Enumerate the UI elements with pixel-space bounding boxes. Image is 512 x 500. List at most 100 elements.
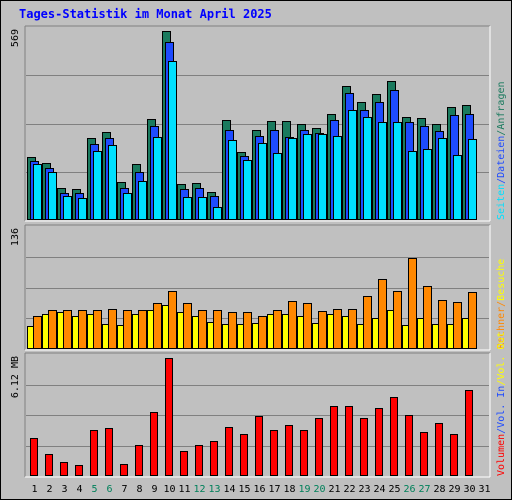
bar-seiten-day-16 [258, 143, 267, 220]
bar-rechner-day-11 [183, 303, 192, 349]
bar-seiten-day-24 [378, 122, 387, 220]
x-tick-label-day-1: 1 [31, 484, 37, 495]
bar-seiten-day-3 [63, 196, 72, 220]
bar-volumen-day-7 [120, 464, 128, 476]
bar-seiten-day-26 [408, 151, 417, 220]
x-tick-label-day-8: 8 [136, 484, 142, 495]
x-tick-label-day-25: 25 [388, 484, 400, 495]
legend-visits-hosts: Rechner/Besuche [496, 259, 507, 349]
bar-volumen-day-27 [420, 432, 428, 476]
legend-volume-part: Vol. In [496, 386, 507, 428]
bar-seiten-day-2 [48, 172, 57, 220]
bar-volumen-day-17 [270, 430, 278, 476]
x-tick-label-day-14: 14 [223, 484, 235, 495]
bar-volumen-day-12 [195, 445, 203, 476]
legend-volume: Volumen/Vol. In/Vol. Out [496, 331, 507, 476]
bar-volumen-day-13 [210, 441, 218, 476]
bar-rechner-day-16 [258, 316, 267, 349]
bar-seiten-day-17 [273, 153, 282, 220]
bar-rechner-day-17 [273, 310, 282, 349]
legend-requests-files-pages-part: Anfragen [496, 81, 507, 129]
x-tick-label-day-9: 9 [151, 484, 157, 495]
bar-seiten-day-22 [348, 110, 357, 220]
bar-rechner-day-14 [228, 312, 237, 349]
x-tick-label-day-15: 15 [238, 484, 250, 495]
bar-seiten-day-23 [363, 117, 372, 220]
legend-requests-files-pages-part: Seiten [496, 184, 507, 220]
bar-rechner-day-12 [198, 310, 207, 349]
x-tick-label-day-4: 4 [76, 484, 82, 495]
bar-volumen-day-11 [180, 451, 188, 476]
legend-volume-part: Volumen [496, 434, 507, 476]
bar-seiten-day-5 [93, 151, 102, 220]
bar-rechner-day-30 [468, 292, 477, 349]
bar-volumen-day-21 [330, 406, 338, 476]
bar-seiten-day-1 [33, 164, 42, 220]
visits-panel: 136 [10, 224, 491, 351]
x-tick-label-day-19: 19 [298, 484, 310, 495]
bar-rechner-day-29 [453, 302, 462, 349]
requests-panel: 569 [10, 25, 491, 222]
legend-requests-files-pages-part: / [496, 130, 507, 136]
x-tick-label-day-12: 12 [193, 484, 205, 495]
bar-rechner-day-1 [33, 316, 42, 349]
legend-visits-hosts-part: Besuche [496, 259, 507, 301]
bar-volumen-day-22 [345, 406, 353, 476]
bar-rechner-day-26 [408, 258, 417, 349]
legend-volume-part: Vol. Out [496, 331, 507, 379]
bar-rechner-day-9 [153, 303, 162, 349]
y-max-label: 569 [10, 29, 21, 47]
bar-volumen-day-14 [225, 427, 233, 476]
bar-seiten-day-10 [168, 61, 177, 220]
x-tick-label-day-24: 24 [373, 484, 385, 495]
x-tick-label-day-17: 17 [268, 484, 280, 495]
x-tick-label-day-22: 22 [343, 484, 355, 495]
bar-volumen-day-9 [150, 412, 158, 476]
bar-volumen-day-15 [240, 434, 248, 476]
bar-rechner-day-21 [333, 309, 342, 349]
x-tick-label-day-26: 26 [403, 484, 415, 495]
bar-rechner-day-19 [303, 303, 312, 349]
bar-seiten-day-13 [213, 207, 222, 220]
bar-volumen-day-16 [255, 416, 263, 476]
x-tick-label-day-18: 18 [283, 484, 295, 495]
bar-rechner-day-3 [63, 310, 72, 349]
bar-rechner-day-8 [138, 310, 147, 349]
x-tick-label-day-7: 7 [121, 484, 127, 495]
bar-rechner-day-23 [363, 296, 372, 349]
bar-rechner-day-20 [318, 311, 327, 349]
bar-volumen-day-30 [465, 390, 473, 476]
bar-seiten-day-19 [303, 134, 312, 220]
bar-seiten-day-27 [423, 149, 432, 220]
bar-rechner-day-2 [48, 310, 57, 349]
bar-volumen-day-24 [375, 408, 383, 476]
x-tick-label-day-31: 31 [478, 484, 490, 495]
x-tick-label-day-13: 13 [208, 484, 220, 495]
x-tick-label-day-27: 27 [418, 484, 430, 495]
legend-volume-part: / [496, 428, 507, 434]
x-tick-label-day-2: 2 [46, 484, 52, 495]
bar-seiten-day-6 [108, 145, 117, 220]
bar-volumen-day-1 [30, 438, 38, 476]
bar-volumen-day-10 [165, 358, 173, 476]
bar-rechner-day-5 [93, 310, 102, 349]
bar-volumen-day-6 [105, 428, 113, 476]
bar-volumen-day-8 [135, 445, 143, 476]
x-tick-label-day-11: 11 [178, 484, 190, 495]
bar-rechner-day-15 [243, 312, 252, 349]
bar-seiten-day-30 [468, 139, 477, 220]
x-tick-label-day-3: 3 [61, 484, 67, 495]
bar-rechner-day-10 [168, 291, 177, 349]
x-tick-label-day-20: 20 [313, 484, 325, 495]
bar-volumen-day-19 [300, 430, 308, 476]
legend-requests-files-pages: Seiten/Dateien/Anfragen [496, 81, 507, 220]
bar-seiten-day-14 [228, 140, 237, 220]
legend-requests-files-pages-part: Dateien [496, 136, 507, 178]
bar-seiten-day-7 [123, 193, 132, 220]
x-tick-label-day-16: 16 [253, 484, 265, 495]
bar-seiten-day-15 [243, 160, 252, 220]
bar-seiten-day-12 [198, 197, 207, 220]
bar-rechner-day-13 [213, 310, 222, 349]
